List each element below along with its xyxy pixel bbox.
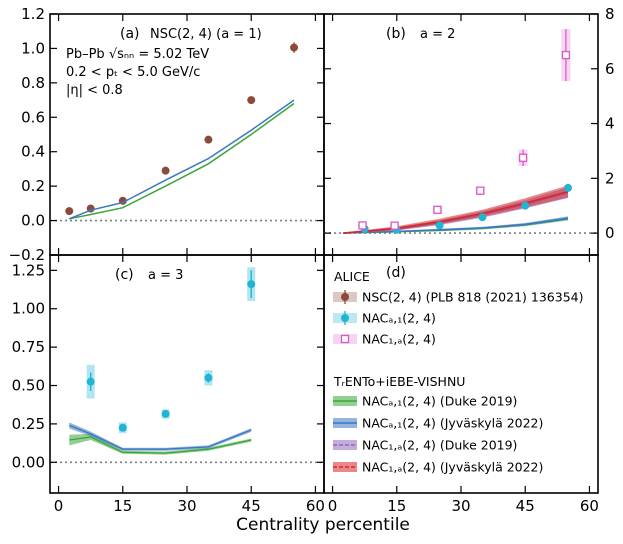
panel-c-title: a = 3: [148, 268, 183, 283]
legend-entry-label: NACₐ,₁(2, 4): [362, 311, 436, 326]
panel-c-model-line: [69, 424, 252, 450]
panel-c-xtick-label: 45: [242, 497, 261, 515]
panel-a-data-point: [161, 166, 170, 175]
panel-b-ytick-label: 2: [605, 169, 615, 187]
legend-handle-marker: [340, 334, 350, 344]
panel-c-data-point: [161, 409, 170, 418]
panel-b-data-point: [521, 201, 530, 210]
panel-c-ytick-label: 0.25: [12, 415, 45, 433]
legend-entry-label: NACₐ,₁(2, 4) (Jyväskylä 2022): [362, 416, 543, 431]
panel-a-ytick-label: 0.2: [21, 177, 45, 195]
panel-a-ytick-label: 1.2: [21, 5, 45, 23]
legend-handle-marker: [341, 293, 349, 301]
panel-a-info-line: Pb–Pb √sₙₙ = 5.02 TeV: [66, 47, 209, 62]
panel-b-ytick-label: 4: [605, 115, 615, 133]
panel-c-xtick-label: 15: [113, 497, 132, 515]
panel-b-title: a = 2: [420, 27, 455, 42]
panel-b-ytick-label: 0: [605, 224, 615, 242]
panel-b-ytick-label: 6: [605, 60, 615, 78]
panel-a-ytick-label: 1.0: [21, 39, 45, 57]
panel-a-data-point: [290, 43, 299, 52]
panel-b-data-square: [518, 153, 528, 162]
panel-b-data-point: [435, 221, 444, 230]
panel-b-data-square: [561, 50, 571, 60]
panel-d-legend: 0 15 30 45 60 (d) ALICE TᵣENTo+iEBE-VISHNU NSC(2…: [323, 254, 599, 515]
panel-b-data-square: [476, 186, 485, 195]
panel-a-model-line: [69, 99, 295, 220]
panel-d-xtick-label: 15: [387, 497, 406, 515]
panel-c-model-line: [69, 436, 252, 454]
panel-a-data-point: [204, 135, 213, 144]
panel-b-ytick-label: 8: [605, 5, 615, 23]
panel-d-xtick-label: 30: [451, 497, 470, 515]
panel-c-data-point: [86, 377, 95, 386]
panel-a-model-line: [69, 102, 295, 220]
legend-entry-label: NAC₁,ₐ(2, 4): [362, 332, 436, 347]
panel-a-label: (a): [120, 26, 140, 42]
panel-c-data-point: [247, 280, 256, 289]
panel-b-data-point: [564, 183, 573, 192]
panel-d-xtick-label: 45: [516, 497, 535, 515]
panel-c-data-point: [204, 373, 213, 382]
legend-group2-title: TᵣENTo+iEBE-VISHNU: [333, 374, 465, 389]
panel-c-xtick-label: 0: [54, 497, 64, 515]
panel-c-data-point: [118, 423, 127, 432]
legend-entry-label: NSC(2, 4) (PLB 818 (2021) 136354): [362, 290, 583, 305]
panel-a-ytick-label: 0.6: [21, 108, 45, 126]
panel-a-data-point: [65, 207, 74, 216]
legend-group1-title: ALICE: [334, 269, 370, 284]
panel-a-ytick-label: −0.2: [9, 246, 45, 264]
x-axis-label: Centrality percentile: [236, 515, 410, 535]
panel-c-ytick-label: 1.25: [12, 261, 45, 279]
panel-a-ytick-label: 0.8: [21, 74, 45, 92]
panel-b: 0 2 4 6 8 (b) a = 2: [323, 5, 615, 256]
panel-c-ytick-label: 1.00: [12, 300, 45, 318]
panel-c-xtick-label: 60: [306, 497, 325, 515]
panel-a: −0.2 0.0 0.2 0.4 0.6 0.8 1.0 1.2 (a) NSC(2, 4) (a…: [9, 5, 325, 264]
panel-a-data-point: [247, 96, 256, 105]
panel-a-info-line: 0.2 < pₜ < 5.0 GeV/c: [66, 65, 200, 80]
legend-entry-label: NACₐ,₁(2, 4) (Duke 2019): [362, 394, 517, 409]
panel-a-info-line: |η| < 0.8: [66, 83, 123, 98]
panel-c-label: (c): [115, 267, 134, 283]
panel-c: 0 15 30 45 60 0.00 0.25 0.50 0.75 1.00 1.25 (c) a = …: [12, 254, 325, 515]
panel-c-ytick-label: 0.00: [12, 453, 45, 471]
panel-b-data-square: [433, 205, 442, 214]
panel-b-model-band: [343, 185, 568, 234]
panel-b-data-square: [358, 221, 367, 230]
panel-a-ytick-label: 0.4: [21, 143, 45, 161]
panel-c-ytick-label: 0.75: [12, 338, 45, 356]
panel-b-data-point: [478, 213, 487, 222]
panel-b-model-band: [343, 187, 568, 234]
panel-a-title: NSC(2, 4) (a = 1): [150, 27, 262, 42]
panel-c-xtick-label: 30: [177, 497, 196, 515]
panel-a-ytick-label: 0.0: [21, 212, 45, 230]
legend-label: (d): [386, 265, 406, 281]
panel-d-xtick-label: 60: [580, 497, 599, 515]
panel-c-model-band: [69, 422, 252, 451]
legend-entry-label: NAC₁,ₐ(2, 4) (Duke 2019): [362, 438, 517, 453]
panel-b-data-square: [390, 221, 399, 230]
panel-b-label: (b): [386, 26, 406, 42]
panel-d-xtick-label: 0: [328, 497, 338, 515]
panel-c-ytick-label: 0.50: [12, 377, 45, 395]
legend-entry-label: NAC₁,ₐ(2, 4) (Jyväskylä 2022): [362, 460, 543, 475]
legend-handle-marker: [341, 314, 349, 322]
